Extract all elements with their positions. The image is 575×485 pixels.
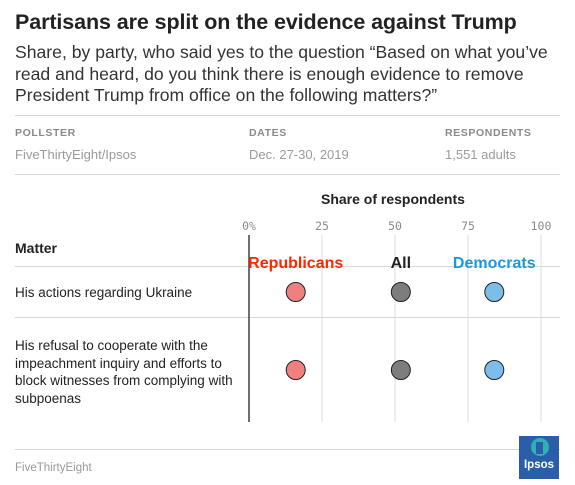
row-divider (15, 317, 560, 318)
pollster-label: POLLSTER (15, 127, 76, 139)
tick-label: 50 (388, 219, 402, 233)
pollster-value: FiveThirtyEight/Ipsos (15, 147, 137, 162)
chart-subtitle: Share, by party, who said yes to the que… (15, 42, 548, 105)
data-point (484, 360, 505, 380)
legend-label: Democrats (453, 255, 536, 272)
axis-title: Share of respondents (321, 191, 465, 207)
meta-top-divider (15, 115, 560, 116)
data-point (484, 282, 505, 302)
ipsos-logo-text: Ipsos (523, 459, 555, 471)
source-credit: FiveThirtyEight (15, 462, 92, 474)
header-row-divider (15, 266, 560, 267)
tick-label: 100 (531, 219, 552, 233)
ipsos-logo-mark-cutout (536, 442, 543, 454)
tick-label: 25 (315, 219, 329, 233)
tick-label: 0% (242, 219, 256, 233)
data-point (285, 282, 306, 302)
dates-label: DATES (249, 127, 287, 139)
meta-bottom-divider (15, 174, 560, 175)
chart-title: Partisans are split on the evidence agai… (15, 10, 517, 34)
ipsos-logo: Ipsos (519, 436, 559, 479)
row-label-ukraine: His actions regarding Ukraine (15, 285, 193, 300)
data-point (390, 282, 411, 302)
respondents-value: 1,551 adults (445, 147, 516, 162)
row-label-impeachment: His refusal to cooperate with the impeac… (15, 338, 233, 406)
data-point (285, 360, 306, 380)
dates-value: Dec. 27-30, 2019 (249, 147, 349, 162)
tick-label: 75 (461, 219, 475, 233)
data-point (390, 360, 411, 380)
footer-divider (15, 449, 560, 450)
ipsos-logo-mark (531, 438, 549, 456)
respondents-label: RESPONDENTS (445, 127, 532, 139)
matter-column-header: Matter (15, 240, 58, 256)
legend-label: Republicans (248, 255, 343, 272)
legend-label: All (391, 255, 411, 272)
